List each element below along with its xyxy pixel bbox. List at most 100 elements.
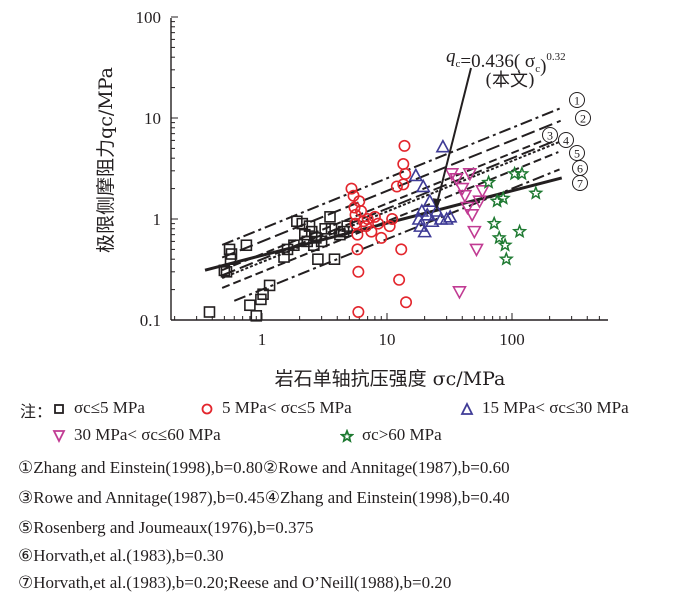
triangle-up-marker xyxy=(415,178,431,193)
reference-label-circle xyxy=(558,132,574,148)
reference-label-circle xyxy=(572,175,588,191)
data-point xyxy=(328,253,341,265)
data-point xyxy=(240,239,253,252)
data-point xyxy=(460,201,475,216)
triangle-up-marker xyxy=(442,209,458,223)
star-marker xyxy=(491,229,507,245)
data-point xyxy=(452,286,467,300)
x-tick-label: 100 xyxy=(499,330,525,349)
data-point xyxy=(491,229,507,245)
square-marker xyxy=(312,253,324,265)
data-point xyxy=(390,180,403,193)
data-point xyxy=(352,265,365,278)
data-point xyxy=(334,228,346,241)
circle-marker xyxy=(399,167,412,180)
data-point xyxy=(472,195,487,209)
square-marker xyxy=(257,288,269,301)
legend-row-1: 注： xyxy=(20,398,52,422)
data-point xyxy=(486,215,502,231)
reference-line-1: ①Zhang and Einstein(1998),b=0.80②Rowe an… xyxy=(18,458,510,477)
circle-marker xyxy=(351,243,364,256)
reference-label-circle xyxy=(569,145,585,161)
circle-marker xyxy=(400,296,413,309)
data-point xyxy=(462,168,478,182)
y-axis-label: 极限侧摩阻力qc/MPa xyxy=(95,67,117,253)
circle-marker xyxy=(351,228,364,241)
annotation-formula: qc=0.436( σc)0.32 xyxy=(446,46,566,77)
triangle-down-marker xyxy=(469,243,484,258)
legend-item: 30 MPa< σc≤60 MPa xyxy=(52,425,221,445)
x-axis-label: 岩石单轴抗压强度 σc/MPa xyxy=(275,368,506,390)
data-point xyxy=(439,211,454,225)
square-marker xyxy=(278,251,290,263)
square-marker xyxy=(244,299,256,312)
triangle-up-marker xyxy=(417,223,432,238)
data-point xyxy=(397,158,410,171)
x-tick-label: 10 xyxy=(379,330,396,349)
square-marker xyxy=(319,222,331,235)
legend-item-label: σc>60 MPa xyxy=(362,425,442,444)
square-marker xyxy=(334,228,346,241)
data-point xyxy=(435,139,451,153)
square-marker xyxy=(240,239,253,252)
triangle-down-marker xyxy=(472,195,487,209)
data-point xyxy=(305,225,318,238)
reference-label-circle xyxy=(569,92,585,108)
data-point xyxy=(395,243,408,256)
square-marker xyxy=(305,225,318,238)
data-point xyxy=(497,237,513,252)
triangle-up-marker xyxy=(414,203,430,217)
legend-item: σc>60 MPa xyxy=(340,425,442,445)
data-point xyxy=(220,266,233,278)
data-point xyxy=(454,182,470,197)
star-icon xyxy=(340,429,354,443)
reference-line xyxy=(221,106,563,246)
triangle-down-marker xyxy=(462,168,478,182)
triangle-up-marker xyxy=(424,213,440,228)
data-point xyxy=(415,178,431,193)
annotation-arrow xyxy=(435,67,472,205)
triangle-up-marker xyxy=(419,207,435,221)
triangle-down-marker xyxy=(449,173,464,187)
annotation-formula-part: c xyxy=(456,58,461,70)
reference-line xyxy=(221,119,562,259)
reference-label-circle xyxy=(575,110,591,126)
data-point xyxy=(413,218,428,232)
legend-item-label: 30 MPa< σc≤60 MPa xyxy=(74,425,221,444)
circle-marker xyxy=(395,243,408,256)
legend-item-label: 15 MPa< σc≤30 MPa xyxy=(482,398,629,417)
circle-marker xyxy=(375,231,388,244)
circle-marker xyxy=(368,210,381,223)
square-marker xyxy=(328,253,341,265)
legend-item-label: 5 MPa< σc≤5 MPa xyxy=(222,398,352,417)
data-point xyxy=(319,222,331,235)
data-point xyxy=(398,139,411,152)
circle-marker xyxy=(372,217,385,230)
reference-line-label: 3 xyxy=(542,127,558,143)
circle-marker xyxy=(383,220,396,233)
y-tick-label: 100 xyxy=(136,8,162,27)
data-point xyxy=(312,253,324,265)
reference-label-number: 3 xyxy=(547,129,553,143)
square-marker xyxy=(218,264,231,277)
square-marker xyxy=(324,211,336,223)
triangle-up-icon xyxy=(460,402,474,415)
reference-label-number: 4 xyxy=(563,134,569,148)
reference-line xyxy=(221,151,559,289)
circle-marker xyxy=(390,180,403,193)
triangle-up-marker xyxy=(408,167,424,182)
data-point xyxy=(244,299,256,312)
annotation-formula-part: q xyxy=(446,46,456,67)
data-point xyxy=(514,165,530,181)
data-point xyxy=(449,173,464,187)
circle-marker xyxy=(345,182,358,195)
reference-line-label: 2 xyxy=(575,110,591,126)
data-point xyxy=(341,220,353,232)
data-point xyxy=(361,213,374,226)
annotation-formula-part: 0.32 xyxy=(546,51,565,63)
reference-line-2: ③Rowe and Annitage(1987),b=0.45④Zhang an… xyxy=(18,488,510,507)
reference-label-number: 7 xyxy=(577,177,583,191)
triangle-down-marker xyxy=(460,201,475,216)
triangle-up-marker xyxy=(429,203,445,217)
reference-line xyxy=(221,139,545,272)
